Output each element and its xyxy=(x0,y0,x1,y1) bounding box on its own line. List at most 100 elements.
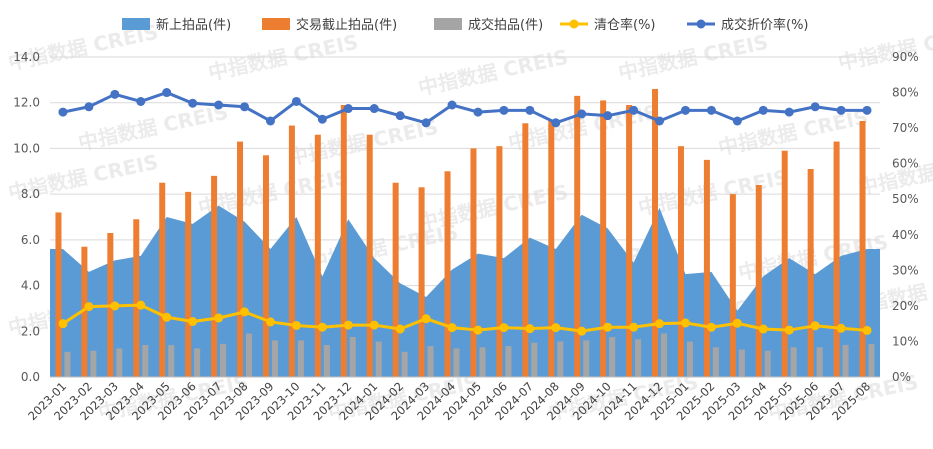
point-discount-rate xyxy=(551,118,561,128)
y-left-tick-label: 8.0 xyxy=(21,187,40,201)
bar-deadline-items xyxy=(600,100,607,377)
bar-sold-items xyxy=(64,351,71,377)
point-clearance-rate xyxy=(369,320,379,330)
bar-deadline-items xyxy=(81,246,88,377)
point-clearance-rate xyxy=(162,312,172,322)
point-discount-rate xyxy=(395,111,405,121)
point-clearance-rate xyxy=(655,319,665,329)
bar-sold-items xyxy=(323,345,330,377)
y-right-tick-label: 30% xyxy=(892,263,919,277)
point-clearance-rate xyxy=(291,320,301,330)
bar-deadline-items xyxy=(859,121,866,377)
bar-deadline-items xyxy=(237,141,244,377)
legend-swatch xyxy=(434,18,462,30)
bar-sold-items xyxy=(246,333,253,377)
watermark-text: 中指数据 CREIS xyxy=(286,115,440,170)
bar-deadline-items xyxy=(444,171,451,377)
point-discount-rate xyxy=(447,100,457,110)
point-discount-rate xyxy=(732,116,742,126)
legend: 新上拍品(件) 交易截止拍品(件) 成交拍品(件) 清仓率(%) 成交折价率(%) xyxy=(122,17,809,33)
y-right-tick-label: 80% xyxy=(892,86,919,100)
bar-deadline-items xyxy=(652,89,659,377)
point-discount-rate xyxy=(473,107,483,117)
point-clearance-rate xyxy=(732,318,742,328)
y-left-tick-label: 6.0 xyxy=(21,233,40,247)
point-discount-rate xyxy=(784,107,794,117)
point-clearance-rate xyxy=(603,322,613,332)
bar-deadline-items xyxy=(340,105,347,377)
point-discount-rate xyxy=(577,109,587,119)
bar-deadline-items xyxy=(470,148,477,377)
point-clearance-rate xyxy=(784,325,794,335)
y-right-tick-label: 40% xyxy=(892,228,919,242)
bar-sold-items xyxy=(453,348,460,377)
point-clearance-rate xyxy=(343,320,353,330)
point-discount-rate xyxy=(706,105,716,115)
bar-sold-items xyxy=(790,347,797,377)
bar-sold-items xyxy=(609,337,616,377)
bar-sold-items xyxy=(816,347,823,377)
bar-deadline-items xyxy=(262,155,269,377)
point-discount-rate xyxy=(265,116,275,126)
point-discount-rate xyxy=(343,104,353,114)
bar-sold-items xyxy=(686,341,693,377)
point-discount-rate xyxy=(84,102,94,112)
bar-sold-items xyxy=(738,349,745,377)
point-discount-rate xyxy=(810,102,820,112)
bar-sold-items xyxy=(505,346,512,377)
point-clearance-rate xyxy=(447,323,457,333)
bar-sold-items xyxy=(842,345,849,377)
point-discount-rate xyxy=(421,118,431,128)
legend-marker xyxy=(569,19,579,29)
y-left-tick-label: 14.0 xyxy=(13,50,40,64)
bar-deadline-items xyxy=(288,125,295,377)
bar-sold-items xyxy=(427,346,434,377)
left-axis: 0.0 2.0 4.0 6.0 8.0 10.0 12.0 14.0 xyxy=(13,50,40,384)
point-clearance-rate xyxy=(110,301,120,311)
point-clearance-rate xyxy=(862,325,872,335)
bar-layer xyxy=(55,89,875,378)
watermark-text: 中指数据 CREIS xyxy=(836,20,933,75)
bar-deadline-items xyxy=(522,123,529,378)
point-discount-rate xyxy=(240,102,250,112)
point-discount-rate xyxy=(862,105,872,115)
point-clearance-rate xyxy=(551,323,561,333)
bar-sold-items xyxy=(557,341,564,377)
bar-deadline-items xyxy=(729,194,736,377)
watermark-text: 中指数据 CREIS xyxy=(76,100,230,155)
point-discount-rate xyxy=(836,105,846,115)
point-discount-rate xyxy=(499,105,509,115)
y-right-tick-label: 0% xyxy=(892,370,911,384)
point-discount-rate xyxy=(629,105,639,115)
bar-deadline-items xyxy=(626,105,633,377)
point-clearance-rate xyxy=(395,324,405,334)
bar-sold-items xyxy=(661,333,668,377)
bar-sold-items xyxy=(401,351,408,377)
point-discount-rate xyxy=(525,105,535,115)
point-clearance-rate xyxy=(58,319,68,329)
point-discount-rate xyxy=(369,104,379,114)
bar-deadline-items xyxy=(392,182,399,377)
point-discount-rate xyxy=(58,107,68,117)
y-left-tick-label: 12.0 xyxy=(13,96,40,110)
bar-deadline-items xyxy=(548,121,555,377)
point-clearance-rate xyxy=(758,324,768,334)
y-left-tick-label: 10.0 xyxy=(13,141,40,155)
bar-sold-items xyxy=(90,350,97,377)
point-discount-rate xyxy=(162,88,172,98)
y-right-tick-label: 10% xyxy=(892,334,919,348)
point-discount-rate xyxy=(680,105,690,115)
bar-sold-items xyxy=(168,345,175,377)
bar-deadline-items xyxy=(55,212,62,377)
bar-deadline-items xyxy=(833,141,840,377)
point-clearance-rate xyxy=(136,300,146,310)
bar-sold-items xyxy=(271,340,278,377)
point-clearance-rate xyxy=(240,307,250,317)
point-discount-rate xyxy=(317,114,327,124)
bar-deadline-items xyxy=(781,150,788,377)
legend-label: 新上拍品(件) xyxy=(156,17,231,33)
bar-deadline-items xyxy=(574,95,581,377)
bar-deadline-items xyxy=(755,185,762,377)
x-axis: 2023-012023-022023-032023-042023-052023-… xyxy=(25,379,873,423)
